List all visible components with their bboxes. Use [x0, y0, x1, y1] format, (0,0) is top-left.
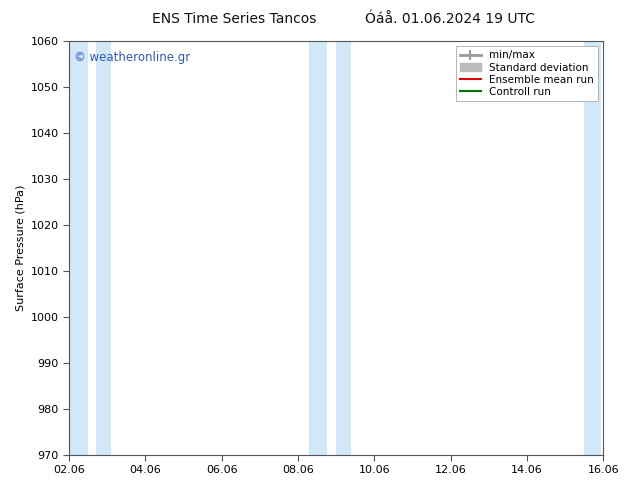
Bar [584, 41, 601, 455]
Text: Óáå. 01.06.2024 19 UTC: Óáå. 01.06.2024 19 UTC [365, 12, 535, 26]
Bar [336, 41, 351, 455]
Y-axis label: Surface Pressure (hPa): Surface Pressure (hPa) [15, 185, 25, 311]
Bar [609, 41, 624, 455]
Bar [69, 41, 88, 455]
Bar [309, 41, 327, 455]
Legend: min/max, Standard deviation, Ensemble mean run, Controll run: min/max, Standard deviation, Ensemble me… [456, 46, 598, 101]
Text: © weatheronline.gr: © weatheronline.gr [74, 51, 191, 64]
Bar [96, 41, 111, 455]
Text: ENS Time Series Tancos: ENS Time Series Tancos [152, 12, 317, 26]
